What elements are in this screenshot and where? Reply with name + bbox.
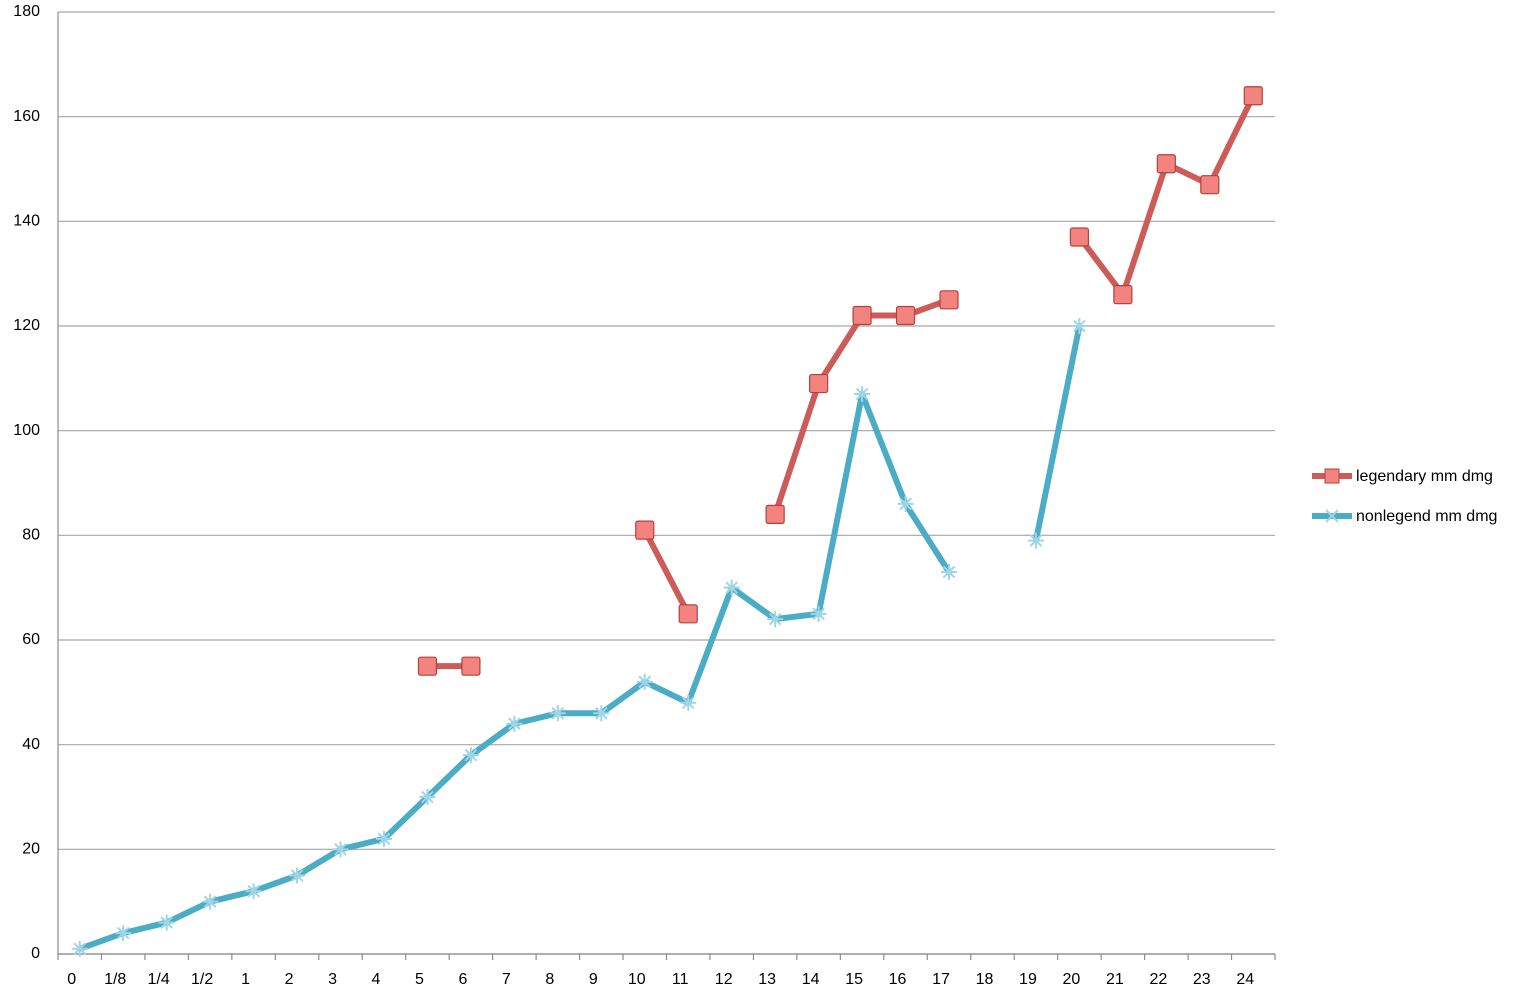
x-tick-label: 1/8	[104, 971, 126, 988]
data-point	[1113, 285, 1133, 305]
x-tick-label: 17	[932, 971, 950, 988]
y-tick-label: 60	[22, 631, 40, 648]
data-point	[852, 305, 872, 326]
data-point	[678, 604, 698, 624]
series-line	[76, 323, 1083, 952]
y-tick-label: 120	[13, 317, 40, 334]
data-point	[854, 386, 871, 403]
data-point	[461, 656, 481, 676]
x-tick-label: 19	[1019, 971, 1037, 988]
legend-marker	[1324, 468, 1340, 484]
x-tick-label: 9	[589, 971, 598, 988]
data-point	[941, 563, 958, 580]
x-tick-label: 18	[976, 971, 994, 988]
x-tick-label: 16	[889, 971, 907, 988]
data-point	[895, 305, 916, 326]
data-point	[419, 789, 436, 805]
y-tick-label: 20	[22, 841, 40, 858]
data-point	[1243, 86, 1263, 106]
data-point	[289, 867, 306, 884]
data-point	[506, 715, 523, 732]
y-tick-label: 0	[31, 945, 40, 962]
data-point	[765, 504, 785, 524]
y-tick-label: 160	[13, 108, 40, 125]
data-point	[809, 373, 829, 394]
x-tick-label: 1/4	[148, 971, 170, 988]
data-point	[417, 656, 438, 676]
legend-label: nonlegend mm dmg	[1356, 508, 1497, 525]
x-tick-label: 15	[845, 971, 863, 988]
x-tick-label: 22	[1149, 971, 1167, 988]
data-point	[1027, 532, 1044, 549]
data-point	[115, 925, 132, 942]
x-tick-label: 1	[241, 971, 250, 988]
series-line	[424, 92, 1257, 670]
x-tick-label: 3	[328, 971, 337, 988]
data-point	[635, 520, 655, 540]
x-tick-label: 5	[415, 971, 424, 988]
data-point	[1200, 175, 1220, 195]
x-tick-label: 13	[758, 971, 776, 988]
y-tick-label: 40	[22, 736, 40, 753]
data-point	[593, 705, 610, 722]
x-tick-label: 4	[372, 971, 381, 988]
x-tick-label: 8	[545, 971, 554, 988]
y-tick-label: 140	[13, 213, 40, 230]
x-tick-label: 14	[802, 971, 820, 988]
data-point	[939, 290, 959, 310]
x-tick-label: 0	[67, 971, 76, 988]
x-tick-label: 2	[285, 971, 294, 988]
data-point	[332, 841, 349, 858]
data-point	[636, 673, 653, 690]
x-tick-label: 23	[1193, 971, 1211, 988]
data-point	[245, 883, 262, 900]
legend-label: legendary mm dmg	[1356, 468, 1493, 485]
legend-marker	[1325, 509, 1339, 523]
data-point	[810, 605, 827, 622]
data-point	[375, 830, 392, 847]
y-tick-label: 80	[22, 527, 40, 544]
data-point	[158, 914, 175, 931]
data-point	[767, 611, 784, 628]
data-point	[202, 893, 219, 910]
data-point	[1156, 154, 1176, 174]
data-point	[71, 940, 88, 957]
x-tick-label: 10	[628, 971, 646, 988]
x-tick-label: 24	[1236, 971, 1254, 988]
data-point	[723, 579, 740, 596]
x-tick-label: 12	[715, 971, 733, 988]
y-tick-label: 180	[13, 3, 40, 20]
data-point	[1071, 318, 1088, 334]
y-tick-label: 100	[13, 422, 40, 439]
x-tick-label: 11	[672, 971, 689, 988]
x-tick-label: 21	[1106, 971, 1124, 988]
data-point	[680, 694, 697, 711]
x-tick-label: 1/2	[191, 971, 213, 988]
data-point	[549, 705, 566, 722]
data-point	[897, 495, 914, 512]
data-point	[1069, 227, 1090, 247]
x-tick-label: 7	[502, 971, 511, 988]
x-tick-label: 20	[1063, 971, 1081, 988]
x-tick-label: 6	[458, 971, 467, 988]
data-point	[462, 747, 479, 764]
